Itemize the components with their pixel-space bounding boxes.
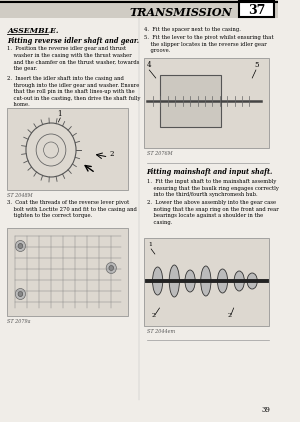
Text: 1.  Position the reverse idler gear and thrust
    washer in the casing with the: 1. Position the reverse idler gear and t… bbox=[8, 46, 140, 71]
Bar bbox=[160, 75, 221, 127]
Ellipse shape bbox=[201, 266, 211, 296]
Text: 4.  Fit the spacer next to the casing.: 4. Fit the spacer next to the casing. bbox=[144, 27, 241, 32]
Circle shape bbox=[15, 241, 26, 252]
Text: 4: 4 bbox=[146, 61, 151, 69]
Ellipse shape bbox=[152, 267, 163, 295]
Circle shape bbox=[18, 243, 23, 249]
Text: 5.  Fit the lever to the pivot whilst ensuring that
    the slipper locates in t: 5. Fit the lever to the pivot whilst ens… bbox=[144, 35, 273, 53]
Text: 3.  Coat the threads of the reverse lever pivot
    bolt with Loctite 270 and fi: 3. Coat the threads of the reverse lever… bbox=[8, 200, 137, 218]
Text: ASSEMBLE.: ASSEMBLE. bbox=[8, 27, 59, 35]
Text: Fitting reverse idler shaft and gear.: Fitting reverse idler shaft and gear. bbox=[8, 37, 140, 45]
Bar bbox=[8, 108, 128, 190]
Text: 39: 39 bbox=[262, 406, 271, 414]
Bar bbox=[0, 0, 278, 18]
Text: 5: 5 bbox=[254, 61, 259, 69]
Bar bbox=[144, 238, 269, 326]
Ellipse shape bbox=[247, 273, 257, 289]
Bar bbox=[144, 58, 269, 148]
Text: 2.  Insert the idler shaft into the casing and
    through into the idler gear a: 2. Insert the idler shaft into the casin… bbox=[8, 76, 141, 108]
Circle shape bbox=[106, 262, 116, 273]
Circle shape bbox=[18, 292, 23, 297]
Text: 2: 2 bbox=[228, 313, 232, 318]
Bar bbox=[239, 1, 274, 17]
Text: 2: 2 bbox=[110, 150, 114, 158]
Ellipse shape bbox=[169, 265, 179, 297]
Text: 37: 37 bbox=[248, 3, 266, 16]
Ellipse shape bbox=[185, 270, 195, 292]
Ellipse shape bbox=[218, 269, 228, 293]
Text: 2.  Lower the above assembly into the gear case
    noting that the snap ring on: 2. Lower the above assembly into the gea… bbox=[146, 200, 278, 225]
Text: ST 2044em: ST 2044em bbox=[146, 329, 175, 334]
Text: Fitting mainshaft and input shaft.: Fitting mainshaft and input shaft. bbox=[146, 168, 273, 176]
Bar bbox=[8, 228, 128, 316]
Text: ST 2076M: ST 2076M bbox=[146, 151, 172, 156]
Text: 1: 1 bbox=[58, 110, 62, 118]
Text: ST 2048M: ST 2048M bbox=[8, 193, 33, 198]
Text: TRANSMISSION: TRANSMISSION bbox=[129, 6, 232, 17]
Circle shape bbox=[109, 265, 114, 271]
Ellipse shape bbox=[234, 271, 244, 291]
Circle shape bbox=[15, 289, 26, 300]
Text: 2: 2 bbox=[152, 313, 156, 318]
Text: ST 2079a: ST 2079a bbox=[8, 319, 31, 324]
Text: 1: 1 bbox=[148, 242, 152, 247]
Text: 1.  Fit the input shaft to the mainshaft assembly
    ensuring that the baulk ri: 1. Fit the input shaft to the mainshaft … bbox=[146, 179, 278, 197]
